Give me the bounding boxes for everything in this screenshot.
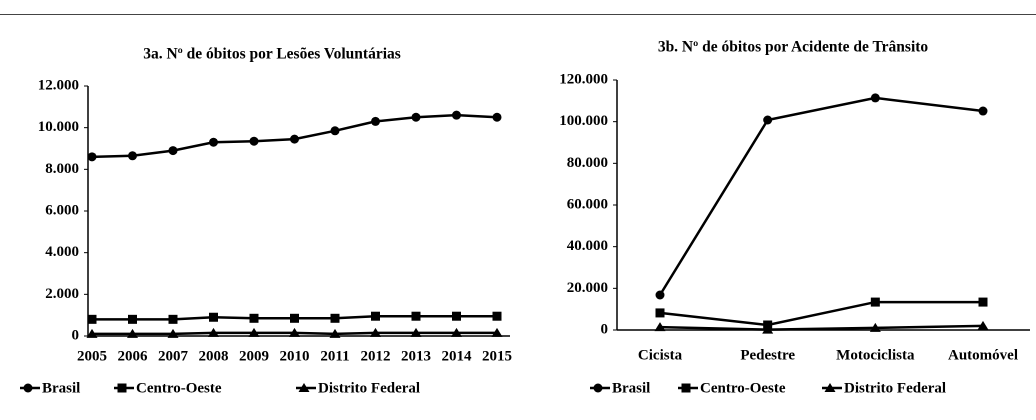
x-tick-label: 2014 [442,348,473,364]
legend-marker [681,383,691,393]
point [249,313,259,323]
legend-label: Brasil [42,380,80,396]
y-tick-label: 80.000 [567,155,608,171]
x-tick-label: Cicista [638,347,683,363]
point [209,137,218,147]
x-tick-label: 2005 [77,348,107,364]
point [167,328,179,338]
chart-title: 3b. Nº de óbitos por Acidente de Trânsit… [658,39,929,56]
point [654,322,666,332]
point [248,327,260,337]
point [249,136,259,146]
point [86,328,98,338]
legend-label: Brasil [612,380,650,396]
legend-marker [593,383,603,393]
point [290,134,299,144]
point [411,112,421,122]
legend-label: Centro-Oeste [136,380,222,396]
point [371,116,380,126]
point [978,106,988,116]
point [128,314,137,324]
series-line [659,300,983,327]
y-tick-label: 8.000 [45,161,79,177]
x-tick-label: 2007 [158,348,189,364]
point [655,308,665,318]
point [370,327,381,337]
x-tick-label: Pedestre [740,347,795,363]
x-tick-label: 2012 [361,348,391,364]
point [870,93,880,103]
point [762,324,774,334]
y-tick-label: 100.000 [559,113,608,129]
point [128,151,137,161]
y-tick-label: 6.000 [45,202,79,218]
legend-marker [117,383,127,393]
point [290,313,299,323]
legend-label: Distrito Federal [844,380,946,396]
y-tick-label: 0 [72,327,80,343]
y-tick-label: 0 [601,321,609,337]
point [168,146,178,156]
point [411,311,421,321]
point [978,297,988,307]
point [451,327,462,337]
x-tick-label: 2010 [280,348,310,364]
point [87,152,97,162]
legend-marker [824,383,836,392]
y-tick-label: 2.000 [45,286,79,302]
point [209,312,218,322]
point [329,328,341,338]
legend-label: Distrito Federal [318,380,420,396]
point [208,327,219,337]
point [870,297,880,307]
y-tick-label: 20.000 [567,280,608,296]
point [168,314,178,324]
x-tick-label: 2008 [199,348,229,364]
point [492,112,502,122]
x-tick-label: 2011 [320,348,349,364]
y-tick-label: 12.000 [38,77,79,93]
point [491,327,503,337]
point [869,322,881,332]
y-tick-label: 4.000 [45,244,79,260]
x-tick-label: Motociclista [836,347,915,363]
point [330,313,340,323]
point [87,314,97,324]
point [410,327,422,337]
point [330,126,340,136]
legend-marker [23,383,33,393]
point [655,290,665,300]
series-line [658,96,984,296]
y-tick-label: 60.000 [567,196,608,212]
legend-label: Centro-Oeste [700,380,786,396]
chart-title: 3a. Nº de óbitos por Lesões Voluntárias [143,46,401,63]
legend-marker [298,383,310,392]
y-tick-label: 10.000 [38,119,79,135]
x-tick-label: 2013 [401,348,431,364]
series-line [659,324,984,331]
point [452,311,461,321]
x-tick-label: Automóvel [948,347,1018,363]
point [127,328,138,338]
point [452,110,461,120]
point [371,311,380,321]
point [763,115,773,125]
y-tick-label: 40.000 [567,238,608,254]
x-tick-label: 2009 [239,348,269,364]
x-tick-label: 2015 [482,348,512,364]
point [492,311,502,321]
point [977,320,989,330]
y-tick-label: 120.000 [559,71,608,87]
x-tick-label: 2006 [118,348,149,364]
point [289,327,300,337]
